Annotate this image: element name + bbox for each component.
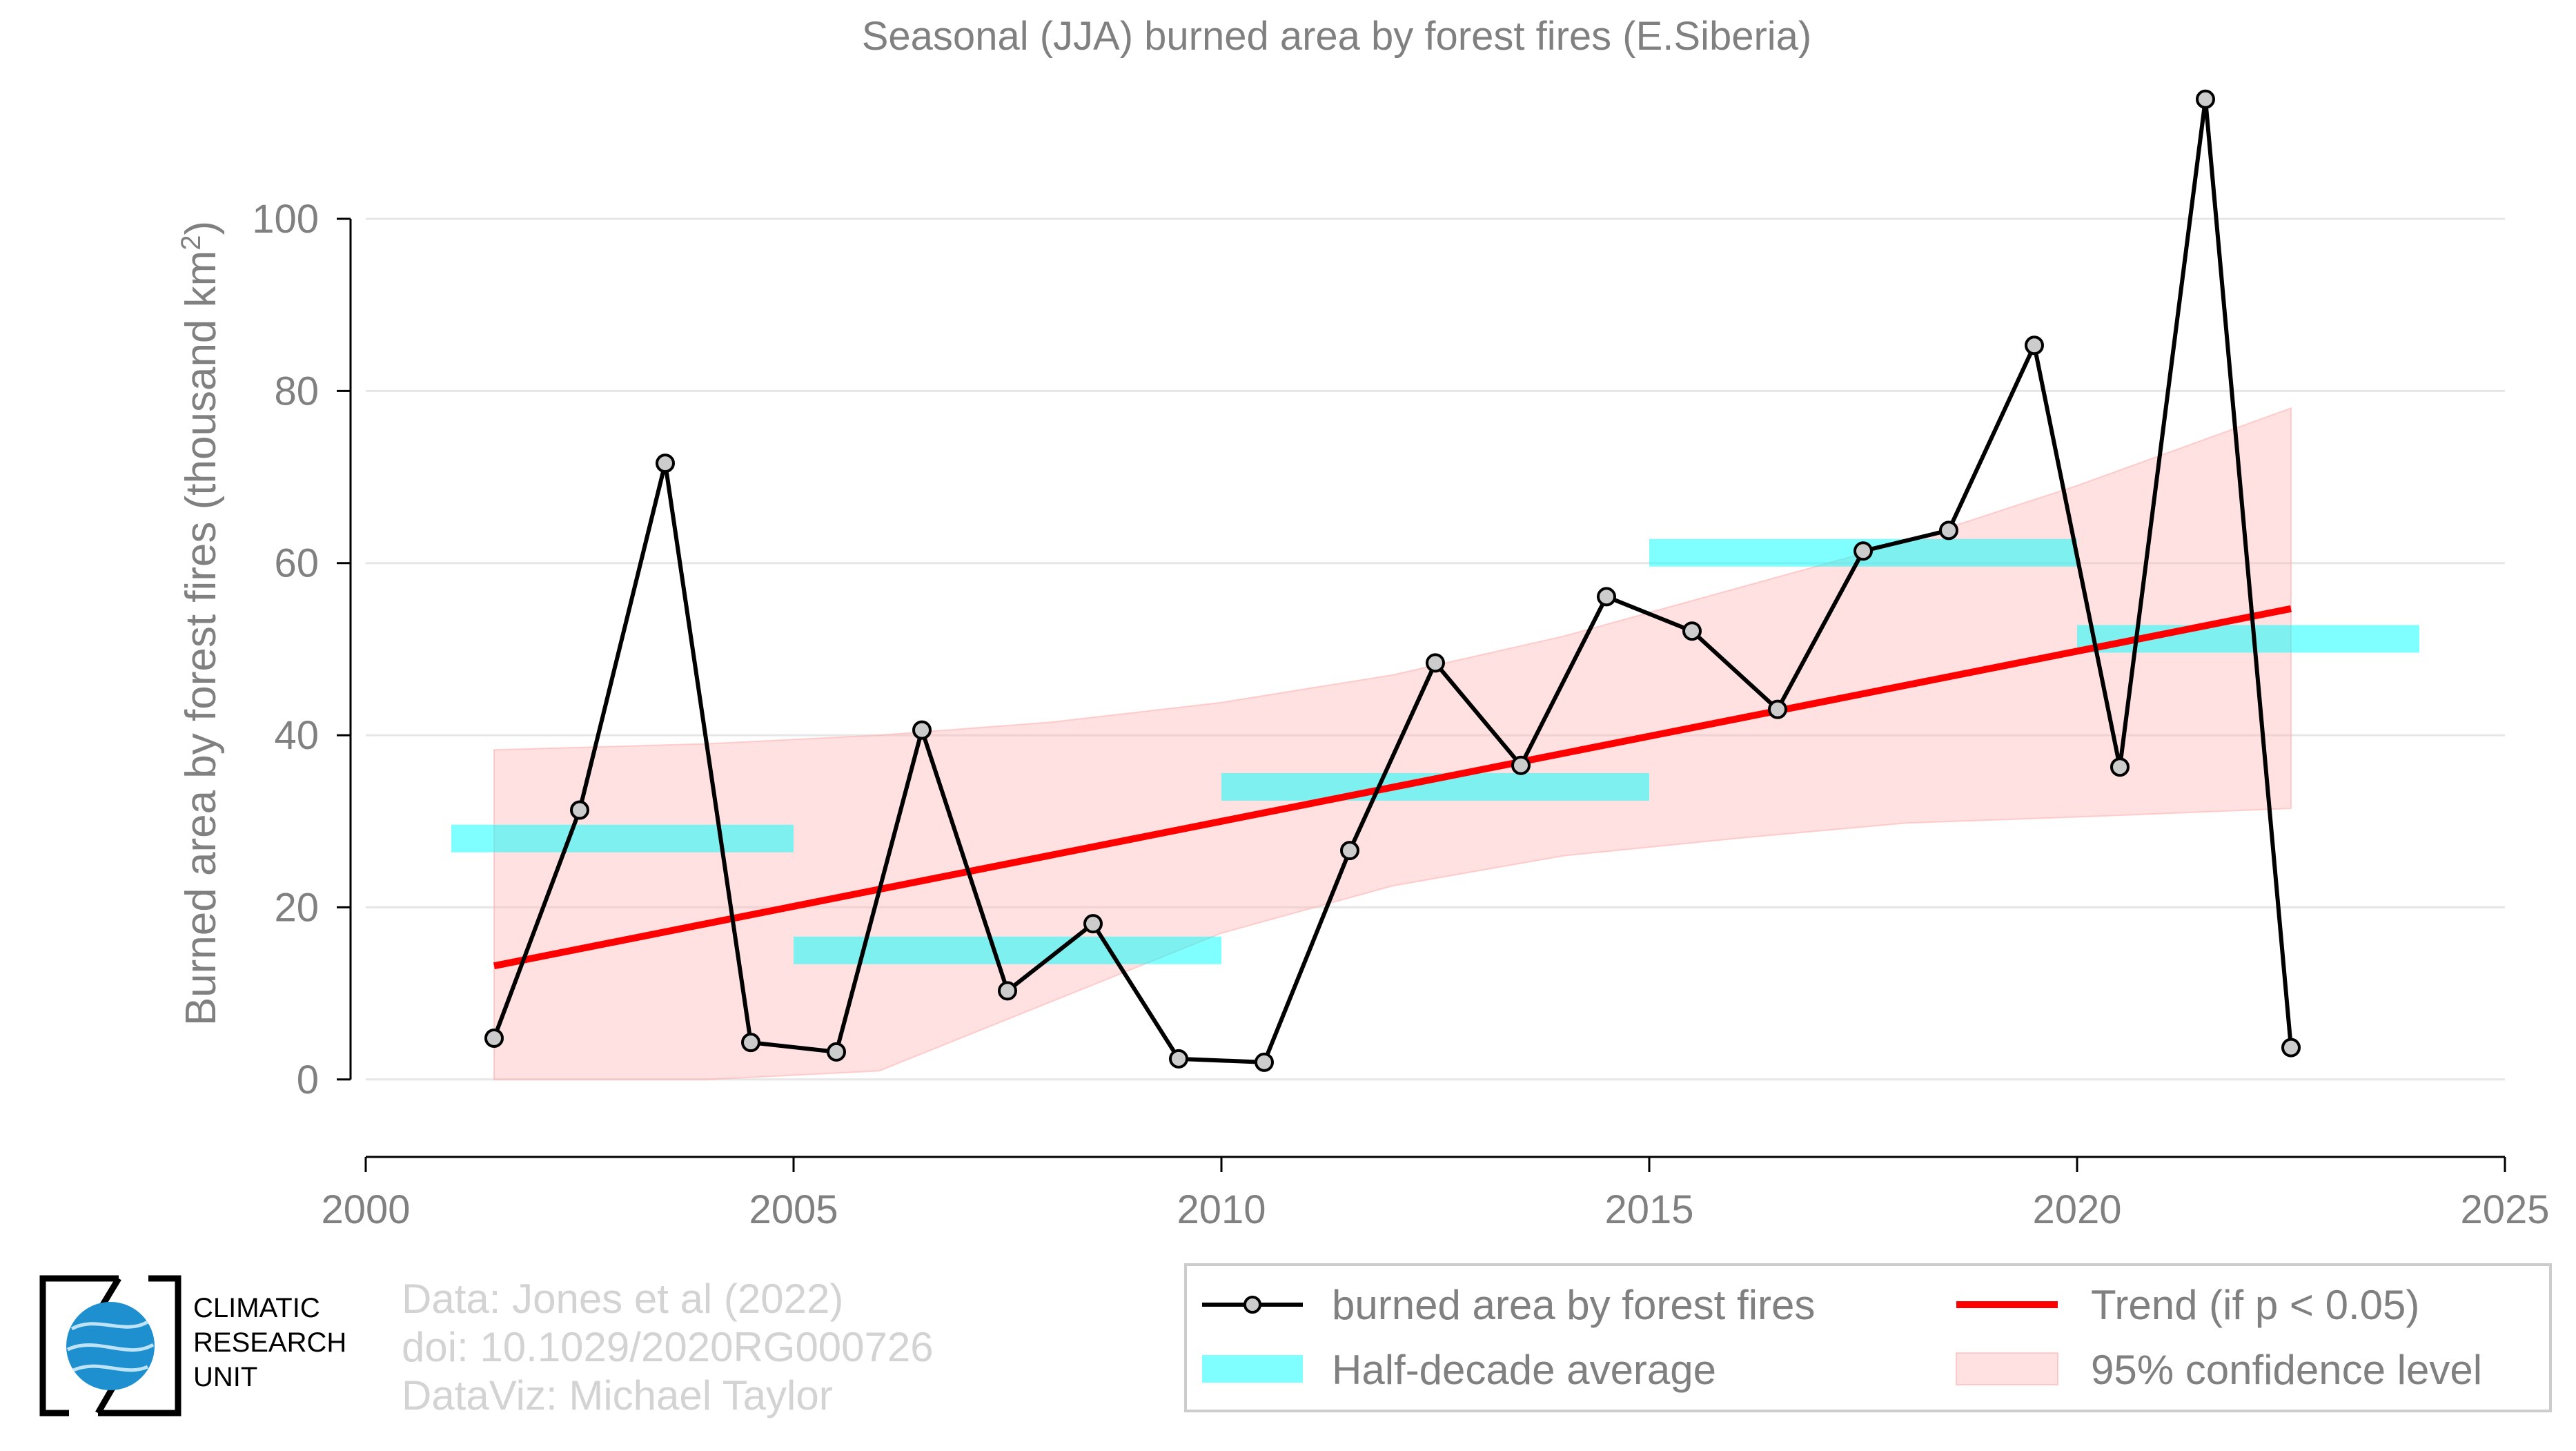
data-point bbox=[741, 1033, 760, 1053]
data-point bbox=[912, 720, 932, 740]
trend-line-group bbox=[493, 605, 2292, 970]
data-point bbox=[1939, 520, 1958, 541]
axes bbox=[337, 217, 2506, 1172]
logo-line-2: RESEARCH bbox=[193, 1327, 346, 1358]
legend-label-burned-area: burned area by forest fires bbox=[1332, 1282, 1815, 1328]
logo-bracket-icon bbox=[39, 1275, 181, 1416]
y-axis-label-sup: 2 bbox=[176, 235, 206, 250]
cru-logo: CLIMATIC RESEARCH UNIT bbox=[39, 1275, 346, 1416]
data-point bbox=[1083, 914, 1103, 934]
half-decade-bar bbox=[451, 824, 794, 853]
x-tick-label: 2005 bbox=[749, 1187, 838, 1232]
y-axis-label-main: Burned area by forest fires (thousand km bbox=[177, 251, 225, 1026]
data-point bbox=[570, 800, 589, 820]
data-point bbox=[827, 1042, 846, 1062]
trend-line bbox=[493, 605, 2292, 970]
credit-dataviz: DataViz: Michael Taylor bbox=[402, 1372, 833, 1419]
data-point bbox=[2281, 1038, 2301, 1058]
data-point bbox=[1768, 699, 1787, 719]
legend-swatch-confidence bbox=[1956, 1352, 2058, 1385]
burned-area-line bbox=[492, 97, 2293, 1064]
logo-line-3: UNIT bbox=[193, 1362, 257, 1392]
data-point bbox=[2196, 89, 2215, 109]
x-tick-label: 2015 bbox=[1604, 1187, 1693, 1232]
half-decade-bar bbox=[794, 936, 1221, 964]
y-tick-label: 80 bbox=[274, 369, 319, 413]
chart-title: Seasonal (JJA) burned area by forest fir… bbox=[862, 14, 1812, 59]
x-tick-labels: 2000 2005 2010 2015 2020 2025 bbox=[321, 1187, 2549, 1232]
burned-area-series bbox=[484, 89, 2301, 1072]
data-point bbox=[1169, 1049, 1188, 1069]
confidence-band-area bbox=[493, 407, 2292, 1080]
x-tick-label: 2010 bbox=[1177, 1187, 1266, 1232]
legend: burned area by forest fires Trend (if p … bbox=[1184, 1263, 2552, 1412]
data-point bbox=[1255, 1052, 1274, 1072]
globe-swirl-icon bbox=[66, 1320, 155, 1372]
data-point bbox=[1682, 621, 1702, 641]
credit-doi: doi: 10.1029/2020RG000726 bbox=[402, 1324, 934, 1370]
logo-line-1: CLIMATIC bbox=[193, 1293, 320, 1323]
data-point bbox=[484, 1028, 504, 1048]
credit-data: Data: Jones et al (2022) bbox=[402, 1276, 843, 1322]
confidence-band bbox=[493, 407, 2292, 1080]
data-point bbox=[1340, 841, 1359, 861]
data-point bbox=[656, 454, 675, 474]
y-tick-labels: 0 20 40 60 80 100 bbox=[252, 197, 319, 1102]
legend-label-trend: Trend (if p < 0.05) bbox=[2091, 1282, 2419, 1328]
y-axis-label-end: ) bbox=[177, 221, 225, 235]
legend-swatch-marker bbox=[1243, 1296, 1261, 1314]
legend-label-half-decade: Half-decade average bbox=[1332, 1347, 1716, 1393]
y-tick-label: 0 bbox=[297, 1058, 319, 1102]
y-tick-label: 20 bbox=[274, 885, 319, 930]
legend-frame bbox=[1184, 1263, 2552, 1412]
y-axis-label: Burned area by forest fires (thousand km… bbox=[176, 221, 225, 1026]
y-tick-label: 100 bbox=[252, 197, 319, 242]
legend-swatch-half-decade bbox=[1202, 1355, 1303, 1383]
x-tick-label: 2000 bbox=[321, 1187, 410, 1232]
data-point bbox=[2025, 335, 2044, 356]
y-gridlines bbox=[366, 217, 2505, 1081]
data-point bbox=[1854, 541, 1873, 561]
data-point bbox=[1597, 587, 1616, 607]
legend-label-confidence: 95% confidence level bbox=[2091, 1347, 2482, 1393]
data-point bbox=[1511, 755, 1531, 775]
x-tick-label: 2025 bbox=[2460, 1187, 2549, 1232]
y-tick-label: 60 bbox=[274, 541, 319, 586]
data-point bbox=[2110, 757, 2130, 777]
x-tick-label: 2020 bbox=[2032, 1187, 2121, 1232]
data-point bbox=[998, 981, 1017, 1001]
data-point bbox=[1426, 653, 1445, 673]
y-tick-label: 40 bbox=[274, 713, 319, 758]
